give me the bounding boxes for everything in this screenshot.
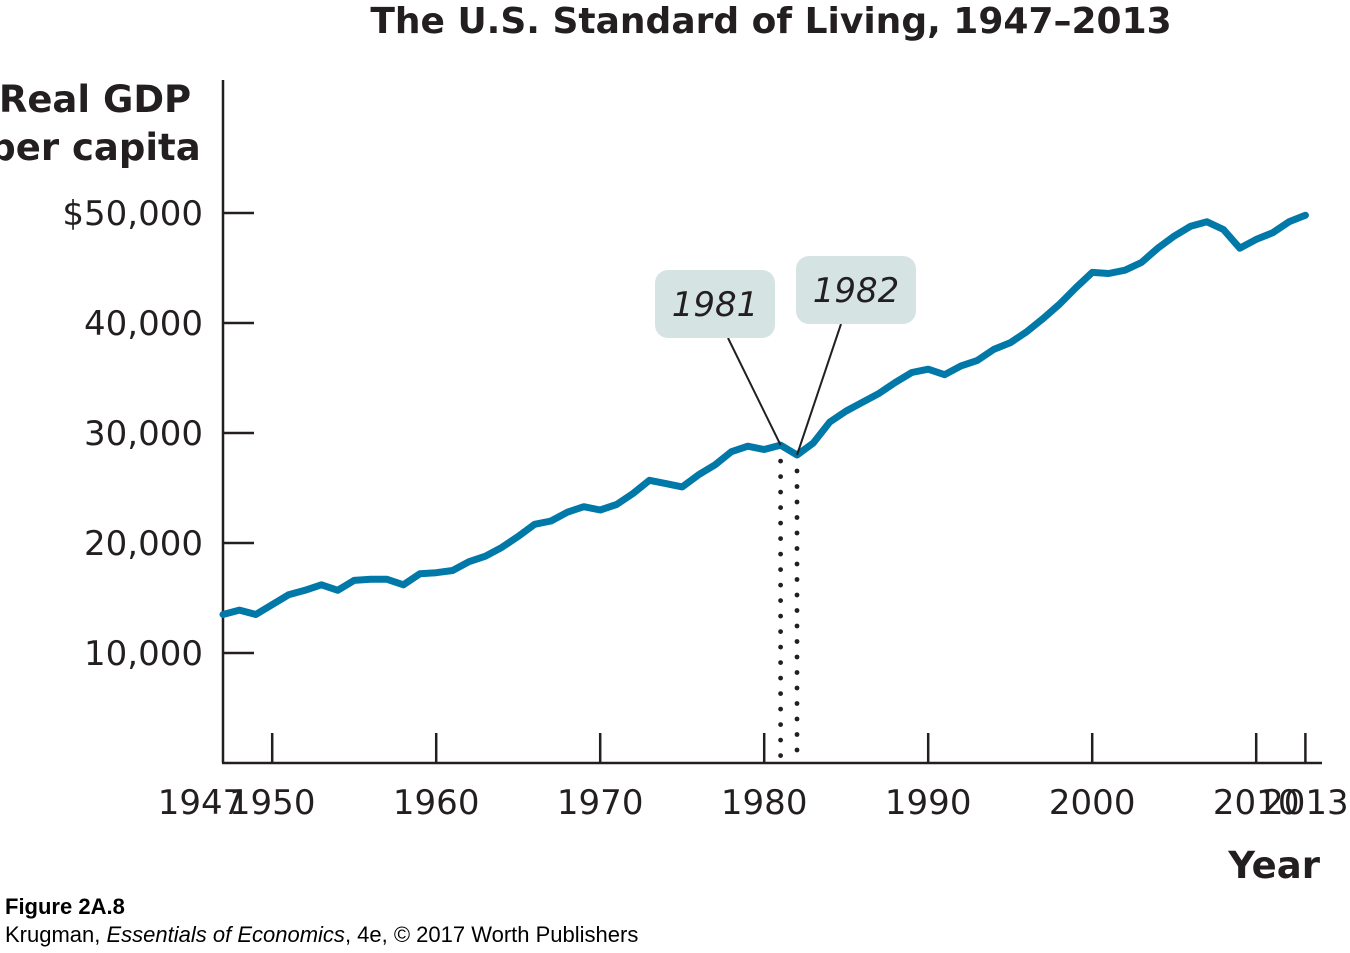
callout-box (796, 256, 916, 324)
recession-dot (778, 675, 783, 681)
recession-dot (794, 623, 800, 629)
recession-dot (794, 608, 800, 613)
y-axis-label-line-2: per capita (0, 126, 201, 169)
recession-dot (778, 505, 783, 510)
callout-pointer (727, 337, 782, 446)
recession-dot (794, 685, 800, 691)
callout-box (655, 270, 775, 338)
figure-number: Figure 2A.8 (5, 894, 125, 919)
callout-pointer (796, 323, 842, 456)
y-tick-label: $50,000 (62, 194, 203, 234)
recession-dot (778, 737, 783, 743)
recession-dot (794, 670, 800, 675)
recession-dot (794, 499, 800, 505)
recession-dot (778, 753, 783, 758)
callout-label: 1982 (813, 271, 900, 311)
recession-dot (794, 530, 800, 536)
x-tick-label: 2000 (1049, 783, 1136, 823)
recession-dot (794, 484, 800, 489)
recession-dot (794, 654, 800, 660)
x-tick-label: 1947 (158, 783, 245, 823)
recession-dot (778, 691, 783, 696)
x-axis-label: Year (1227, 844, 1320, 887)
chart: The U.S. Standard of Living, 1947–2013 R… (0, 1, 1349, 887)
x-tick-label: 1970 (557, 783, 644, 823)
figure-credit: Krugman, Essentials of Economics, 4e, © … (5, 922, 638, 948)
x-tick-label: 2013 (1262, 783, 1349, 823)
recession-dot (794, 592, 800, 598)
recession-dot (778, 722, 783, 727)
recession-markers (778, 458, 800, 758)
recession-dot (778, 613, 783, 619)
y-tick-label: 10,000 (84, 634, 203, 674)
recession-dot (794, 561, 800, 567)
x-tick-label: 1960 (393, 783, 480, 823)
recession-dot (778, 536, 783, 541)
recession-dot (778, 598, 783, 603)
y-tick-label: 30,000 (84, 414, 203, 454)
recession-dot (794, 546, 800, 551)
credit-author: Krugman, (5, 922, 107, 947)
recession-dot (794, 732, 800, 737)
recession-dot (778, 706, 783, 712)
recession-dot (778, 489, 783, 495)
recession-dot (778, 520, 783, 526)
recession-dot (794, 639, 800, 644)
y-tick-label: 40,000 (84, 304, 203, 344)
callouts: 1981 1982 (655, 256, 916, 456)
recession-dot (794, 577, 800, 582)
credit-publisher: , 4e, © 2017 Worth Publishers (344, 922, 639, 947)
credit-book-title: Essentials of Economics (106, 922, 345, 947)
x-tick-label: 2010 (1213, 783, 1300, 823)
y-axis-label-line-1: Real GDP (0, 78, 191, 121)
x-tick-label: 1950 (229, 783, 316, 823)
recession-dot (778, 660, 783, 665)
recession-dot (794, 716, 800, 722)
recession-dot (778, 582, 783, 588)
recession-dot (778, 644, 783, 650)
recession-dot (794, 515, 800, 520)
recession-dot (778, 567, 783, 572)
recession-dot (778, 629, 783, 634)
recession-dot (778, 458, 783, 464)
callout-label: 1981 (672, 285, 759, 325)
x-tick-label: 1980 (721, 783, 808, 823)
recession-dot (794, 468, 800, 474)
recession-dot (778, 474, 783, 479)
recession-dot (794, 747, 800, 753)
recession-dot (778, 551, 783, 557)
recession-dot (794, 701, 800, 706)
x-tick-label: 1990 (885, 783, 972, 823)
y-tick-label: 20,000 (84, 524, 203, 564)
series-lines (219, 211, 1309, 618)
series-line (219, 211, 1309, 618)
y-ticks: 10,000 20,000 30,000 40,000 $50,000 (62, 194, 254, 674)
chart-title: The U.S. Standard of Living, 1947–2013 (370, 1, 1171, 42)
